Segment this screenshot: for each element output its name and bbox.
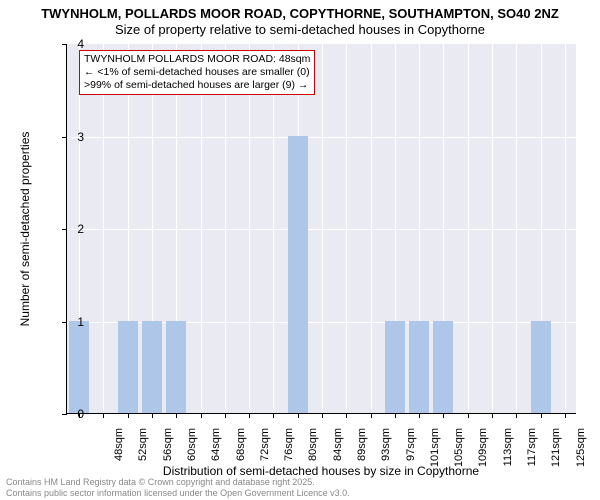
gridline-v xyxy=(103,44,104,413)
bar xyxy=(385,321,405,414)
xtick-mark xyxy=(128,413,129,418)
xtick-mark xyxy=(249,413,250,418)
annotation-line3: >99% of semi-detached houses are larger … xyxy=(84,79,310,92)
bar xyxy=(433,321,453,414)
gridline-v xyxy=(322,44,323,413)
xtick-label: 64sqm xyxy=(210,428,222,478)
xtick-label: 117sqm xyxy=(526,428,538,478)
bar xyxy=(409,321,429,414)
chart-container: TWYNHOLM, POLLARDS MOOR ROAD, COPYTHORNE… xyxy=(0,0,600,500)
xtick-label: 68sqm xyxy=(235,428,247,478)
bar xyxy=(142,321,162,414)
xtick-mark xyxy=(516,413,517,418)
xtick-label: 93sqm xyxy=(380,428,392,478)
xtick-label: 125sqm xyxy=(575,428,587,478)
xtick-label: 84sqm xyxy=(332,428,344,478)
xtick-mark xyxy=(565,413,566,418)
annotation-line1: TWYNHOLM POLLARDS MOOR ROAD: 48sqm xyxy=(84,53,310,66)
xtick-label: 52sqm xyxy=(137,428,149,478)
xtick-mark xyxy=(541,413,542,418)
bar xyxy=(531,321,551,414)
bar xyxy=(118,321,138,414)
gridline-v xyxy=(225,44,226,413)
xtick-mark xyxy=(419,413,420,418)
ytick-label: 0 xyxy=(44,407,84,421)
xtick-label: 72sqm xyxy=(259,428,271,478)
y-axis-label: Number of semi-detached properties xyxy=(18,119,32,339)
gridline-v xyxy=(346,44,347,413)
footer-line2: Contains public sector information licen… xyxy=(6,488,350,499)
ytick-label: 1 xyxy=(44,315,84,329)
ytick-label: 4 xyxy=(44,37,84,51)
xtick-label: 105sqm xyxy=(453,428,465,478)
xtick-mark xyxy=(322,413,323,418)
gridline-v xyxy=(492,44,493,413)
gridline-v xyxy=(516,44,517,413)
bar xyxy=(166,321,186,414)
ytick-label: 3 xyxy=(44,130,84,144)
xtick-mark xyxy=(103,413,104,418)
gridline-v xyxy=(468,44,469,413)
annotation-box: TWYNHOLM POLLARDS MOOR ROAD: 48sqm ← <1%… xyxy=(79,50,315,95)
xtick-label: 121sqm xyxy=(550,428,562,478)
xtick-label: 60sqm xyxy=(186,428,198,478)
xtick-label: 101sqm xyxy=(429,428,441,478)
bar xyxy=(69,321,89,414)
xtick-label: 109sqm xyxy=(477,428,489,478)
chart-title-main: TWYNHOLM, POLLARDS MOOR ROAD, COPYTHORNE… xyxy=(0,0,600,21)
xtick-mark xyxy=(346,413,347,418)
xtick-label: 97sqm xyxy=(405,428,417,478)
xtick-mark xyxy=(395,413,396,418)
chart-title-sub: Size of property relative to semi-detach… xyxy=(0,21,600,37)
xtick-label: 56sqm xyxy=(162,428,174,478)
xtick-label: 80sqm xyxy=(307,428,319,478)
xtick-mark xyxy=(152,413,153,418)
xtick-mark xyxy=(371,413,372,418)
xtick-label: 89sqm xyxy=(356,428,368,478)
gridline-v xyxy=(249,44,250,413)
bar xyxy=(288,136,308,414)
footer-line1: Contains HM Land Registry data © Crown c… xyxy=(6,477,350,488)
gridline-v xyxy=(201,44,202,413)
gridline-v xyxy=(273,44,274,413)
xtick-mark xyxy=(225,413,226,418)
xtick-mark xyxy=(176,413,177,418)
annotation-line2: ← <1% of semi-detached houses are smalle… xyxy=(84,66,310,79)
gridline-v xyxy=(565,44,566,413)
plot-region: TWYNHOLM POLLARDS MOOR ROAD: 48sqm ← <1%… xyxy=(66,44,576,414)
xtick-label: 76sqm xyxy=(283,428,295,478)
xtick-mark xyxy=(298,413,299,418)
xtick-mark xyxy=(201,413,202,418)
xtick-label: 113sqm xyxy=(502,428,514,478)
chart-area: TWYNHOLM POLLARDS MOOR ROAD: 48sqm ← <1%… xyxy=(66,44,576,414)
gridline-v xyxy=(371,44,372,413)
xtick-mark xyxy=(492,413,493,418)
xtick-mark xyxy=(468,413,469,418)
xtick-mark xyxy=(273,413,274,418)
ytick-label: 2 xyxy=(44,222,84,236)
footer-attribution: Contains HM Land Registry data © Crown c… xyxy=(6,477,350,499)
xtick-mark xyxy=(443,413,444,418)
xtick-label: 48sqm xyxy=(113,428,125,478)
